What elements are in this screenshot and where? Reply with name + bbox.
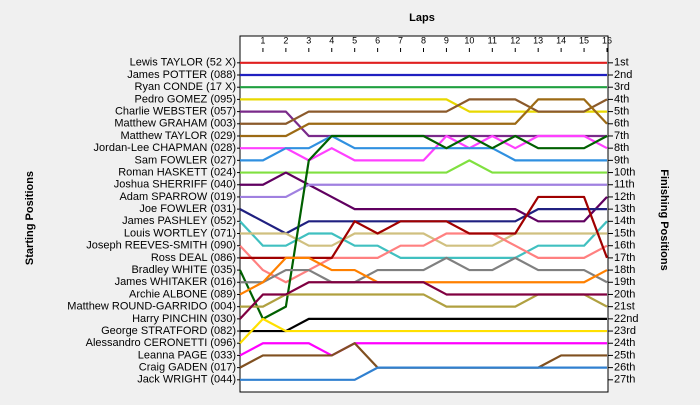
driver-line — [239, 342, 607, 357]
finish-label: 20th — [614, 288, 635, 300]
driver-label: Charlie WEBSTER (057) — [115, 105, 236, 117]
finish-label: 24th — [614, 337, 635, 349]
driver-label: Jordan-Lee CHAPMAN (028) — [94, 142, 236, 154]
driver-line — [240, 134, 608, 162]
driver-label: Sam FOWLER (027) — [135, 154, 236, 166]
driver-label: Bradley WHITE (035) — [131, 264, 236, 276]
finish-label: 21st — [614, 301, 635, 313]
driver-label: Joe FOWLER (031) — [139, 203, 236, 215]
finish-label: 5th — [614, 105, 629, 117]
finish-label: 16th — [614, 240, 635, 252]
finish-label: 8th — [614, 142, 629, 154]
driver-line — [240, 366, 607, 381]
driver-label: Joshua SHERRIFF (040) — [114, 179, 236, 191]
driver-line — [240, 134, 607, 162]
driver-line — [240, 171, 608, 223]
finish-label: 17th — [614, 252, 635, 264]
x-tick-label: 1 — [260, 35, 265, 45]
finish-label: 14th — [614, 215, 635, 227]
driver-line — [240, 317, 607, 333]
finish-label: 26th — [614, 362, 635, 374]
x-tick-label: 4 — [329, 35, 334, 45]
x-tick-label: 8 — [421, 35, 426, 45]
finish-label: 10th — [614, 166, 635, 178]
finish-label: 13th — [614, 203, 635, 215]
x-tick-label: 15 — [579, 35, 589, 45]
driver-label: Craig GADEN (017) — [139, 362, 236, 374]
driver-label: James POTTER (088) — [127, 69, 236, 81]
driver-label: Jack WRIGHT (044) — [137, 374, 236, 386]
finish-label: 15th — [614, 227, 635, 239]
driver-line — [240, 159, 607, 174]
x-tick-label: 11 — [488, 35, 497, 45]
driver-label: Ryan CONDE (17 X) — [135, 81, 236, 93]
driver-line — [240, 256, 608, 284]
driver-line — [239, 281, 607, 320]
driver-label: Matthew TAYLOR (029) — [120, 130, 236, 142]
driver-label: Alessandro CERONETTI (096) — [86, 337, 236, 349]
x-tick-label: 7 — [398, 35, 403, 45]
finish-label: 4th — [614, 93, 629, 105]
x-tick-label: 13 — [533, 35, 543, 45]
finish-label: 11th — [614, 179, 635, 191]
driver-label: George STRATFORD (082) — [101, 325, 236, 337]
finish-label: 3rd — [614, 81, 630, 93]
y-axis-title: Starting Positions — [24, 171, 36, 265]
x-tick-label: 6 — [375, 35, 380, 45]
driver-label: Joseph REEVES-SMITH (090) — [86, 240, 236, 252]
driver-label: Lewis TAYLOR (52 X) — [130, 57, 236, 69]
finish-label: 18th — [614, 264, 635, 276]
driver-label: Archie ALBONE (089) — [129, 288, 236, 300]
x-tick-label: 9 — [444, 35, 449, 45]
driver-line — [240, 232, 607, 247]
finish-label: 25th — [614, 349, 635, 361]
finish-label: 12th — [614, 191, 635, 203]
driver-label: Adam SPARROW (019) — [119, 191, 236, 203]
driver-line — [240, 98, 608, 138]
driver-line — [239, 317, 607, 344]
y2-axis-title: Finishing Positions — [658, 169, 670, 270]
x-tick-label: 5 — [352, 35, 357, 45]
plot-area — [239, 35, 609, 393]
finish-label: 22nd — [614, 313, 638, 325]
driver-label: James PASHLEY (052) — [122, 215, 236, 227]
driver-label: Leanna PAGE (033) — [138, 349, 236, 361]
driver-label: Ross DEAL (086) — [151, 252, 236, 264]
x-axis-title: Laps — [409, 12, 435, 24]
finish-label: 9th — [614, 154, 629, 166]
driver-label: Matthew ROUND-GARRIDO (004) — [67, 301, 236, 313]
finish-label: 2nd — [614, 69, 632, 81]
driver-line — [239, 134, 608, 320]
finish-label: 19th — [614, 276, 635, 288]
x-tick-label: 12 — [510, 35, 520, 45]
x-tick-label: 10 — [464, 35, 474, 45]
finish-label: 23rd — [614, 325, 636, 337]
x-tick-label: 14 — [556, 35, 566, 45]
driver-label: Louis WORTLEY (071) — [124, 227, 236, 239]
x-tick-label: 3 — [306, 35, 311, 45]
driver-label: Harry PINCHIN (030) — [132, 313, 236, 325]
driver-label: Roman HASKETT (024) — [118, 166, 236, 178]
driver-line — [240, 98, 608, 125]
finish-label: 7th — [614, 130, 629, 142]
finish-label: 1st — [614, 57, 629, 69]
driver-label: Matthew GRAHAM (003) — [114, 118, 236, 130]
driver-label: Pedro GOMEZ (095) — [135, 93, 236, 105]
driver-line — [239, 220, 608, 259]
driver-line — [240, 183, 607, 199]
driver-line — [239, 232, 608, 284]
finish-label: 6th — [614, 118, 629, 130]
driver-label: James WHITAKER (016) — [115, 276, 236, 288]
finish-label: 27th — [614, 374, 635, 386]
x-tick-label: 2 — [283, 35, 288, 45]
x-tick-label: 16 — [602, 35, 612, 45]
